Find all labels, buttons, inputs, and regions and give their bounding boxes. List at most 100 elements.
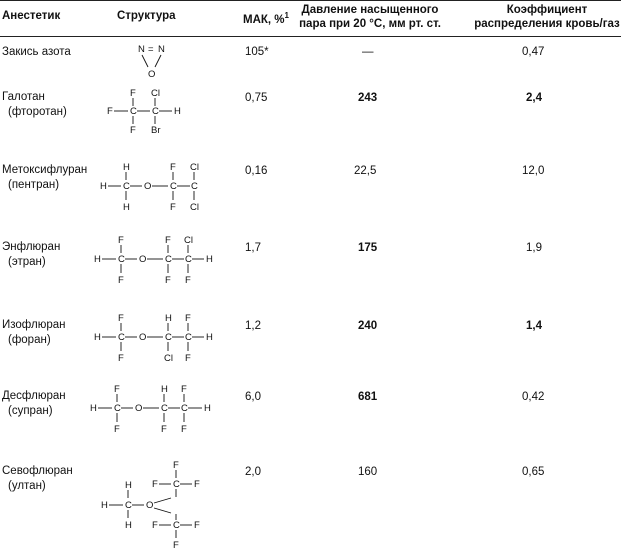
row-mac-methoxyflurane: 0,16 (245, 165, 268, 177)
structure-methoxyflurane-svg: H F Cl H C O C C H F Cl (100, 162, 199, 213)
bond-line (153, 497, 172, 504)
row-coef-nitrous: 0,47 (522, 46, 545, 58)
row-pressure-sevoflurane: 160 (358, 466, 378, 478)
structure-sevoflurane-svg: F F C F H H C O H F C F F (101, 460, 200, 551)
atom-h: H (123, 202, 130, 213)
row-coef-isoflurane: 1,4 (526, 320, 542, 332)
structure-sevoflurane: F F C F H H C O H F C F F (98, 458, 218, 559)
atom-o: O (146, 500, 153, 511)
atom-c: C (152, 106, 159, 117)
atom-f: F (118, 275, 124, 286)
atom-f: F (185, 275, 191, 286)
bond-double: = (148, 44, 154, 55)
atom-h: H (94, 254, 101, 265)
header-pressure-line2: пара при 20 °C, мм рт. ст. (299, 18, 441, 30)
atom-cl: Cl (190, 202, 199, 213)
atom-c: C (191, 181, 198, 192)
atom-f: F (165, 275, 171, 286)
row-name-text: Изофлюран (2, 319, 66, 331)
row-name-halothane: Галотан (фторотан) (2, 90, 67, 120)
bond-line (141, 54, 149, 68)
atom-cl: Cl (190, 162, 199, 173)
atom-f: F (173, 460, 179, 471)
atom-f: F (114, 424, 120, 435)
atom-c: C (173, 520, 180, 531)
atom-h: H (174, 106, 181, 117)
atom-c: C (118, 254, 125, 265)
structure-nitrous: N = N O (130, 42, 180, 87)
atom-h: H (206, 332, 213, 343)
structure-nitrous-svg: N = N O (138, 44, 165, 80)
row-name-alt: (фторотан) (8, 106, 67, 118)
atom-h: H (204, 403, 211, 414)
atom-cl: Cl (164, 353, 173, 364)
atom-c: C (185, 332, 192, 343)
atom-h: H (100, 181, 107, 192)
row-coef-enflurane: 1,9 (526, 242, 542, 254)
atom-c: C (130, 106, 137, 117)
atom-f: F (173, 540, 179, 551)
structure-enflurane-svg: F F Cl H C O C C H F F F (94, 235, 213, 286)
atom-c: C (181, 403, 188, 414)
row-coef-halothane: 2,4 (526, 92, 542, 104)
atom-c: C (161, 403, 168, 414)
row-name-desflurane: Десфлюран (супран) (2, 389, 66, 419)
row-mac-enflurane: 1,7 (245, 242, 261, 254)
row-name-text: Метоксифлуран (2, 164, 88, 176)
atom-o: O (148, 69, 155, 80)
atom-cl: Cl (151, 88, 160, 99)
row-mac-desflurane: 6,0 (245, 391, 261, 403)
row-mac-isoflurane: 1,2 (245, 320, 261, 332)
atom-h: H (90, 403, 97, 414)
structure-desflurane-svg: F H F H C O C C H F F F (90, 384, 211, 435)
atom-o: O (139, 332, 146, 343)
row-name-alt: (пентран) (8, 179, 60, 191)
header-coef-line2: распределения кровь/газ (474, 18, 620, 30)
structure-desflurane: F H F H C O C C H F F F (84, 382, 220, 445)
atom-br: Br (151, 125, 161, 136)
row-pressure-nitrous: — (362, 46, 374, 58)
atom-f: F (181, 384, 187, 395)
row-pressure-enflurane: 175 (358, 242, 378, 254)
row-name-alt: (супран) (8, 405, 53, 417)
atom-o: O (139, 254, 146, 265)
row-name-enflurane: Энфлюран (этран) (2, 240, 60, 270)
atom-f: F (118, 235, 124, 246)
atom-f: F (170, 162, 176, 173)
header-bottom-rule (0, 36, 621, 37)
row-name-text: Севофлюран (2, 465, 73, 477)
atom-c: C (114, 403, 121, 414)
atom-f: F (130, 88, 136, 99)
row-name-alt: (этран) (8, 256, 46, 268)
row-name-alt: (форан) (8, 334, 51, 346)
row-mac-nitrous: 105* (245, 46, 269, 58)
atom-f: F (118, 353, 124, 364)
atom-f: F (185, 313, 191, 324)
atom-c: C (185, 254, 192, 265)
atom-f: F (130, 125, 136, 136)
atom-f: F (161, 424, 167, 435)
atom-o: O (135, 403, 142, 414)
atom-f: F (185, 353, 191, 364)
bond-line (153, 507, 172, 514)
row-name-sevoflurane: Севофлюран (ултан) (2, 464, 73, 494)
atom-h: H (94, 332, 101, 343)
header-pressure: Давление насыщенного пара при 20 °C, мм … (290, 3, 450, 31)
atom-n1: N (138, 44, 145, 55)
atom-h: H (165, 313, 172, 324)
row-coef-desflurane: 0,42 (522, 391, 545, 403)
atom-c: C (165, 332, 172, 343)
atom-f: F (152, 479, 158, 490)
atom-f: F (118, 313, 124, 324)
header-coef-line1: Коэффициент (506, 4, 588, 16)
atom-c: C (170, 181, 177, 192)
header-structure: Структура (117, 10, 176, 22)
row-pressure-isoflurane: 240 (358, 320, 378, 332)
header-mac-text: МАК, % (243, 13, 285, 26)
structure-halothane: F Cl F C C H F Br (104, 86, 194, 143)
row-coef-methoxyflurane: 12,0 (522, 165, 545, 177)
atom-n2: N (158, 44, 165, 55)
header-mac-sup: 1 (284, 11, 289, 20)
atom-h: H (101, 500, 108, 511)
atom-h: H (161, 384, 168, 395)
